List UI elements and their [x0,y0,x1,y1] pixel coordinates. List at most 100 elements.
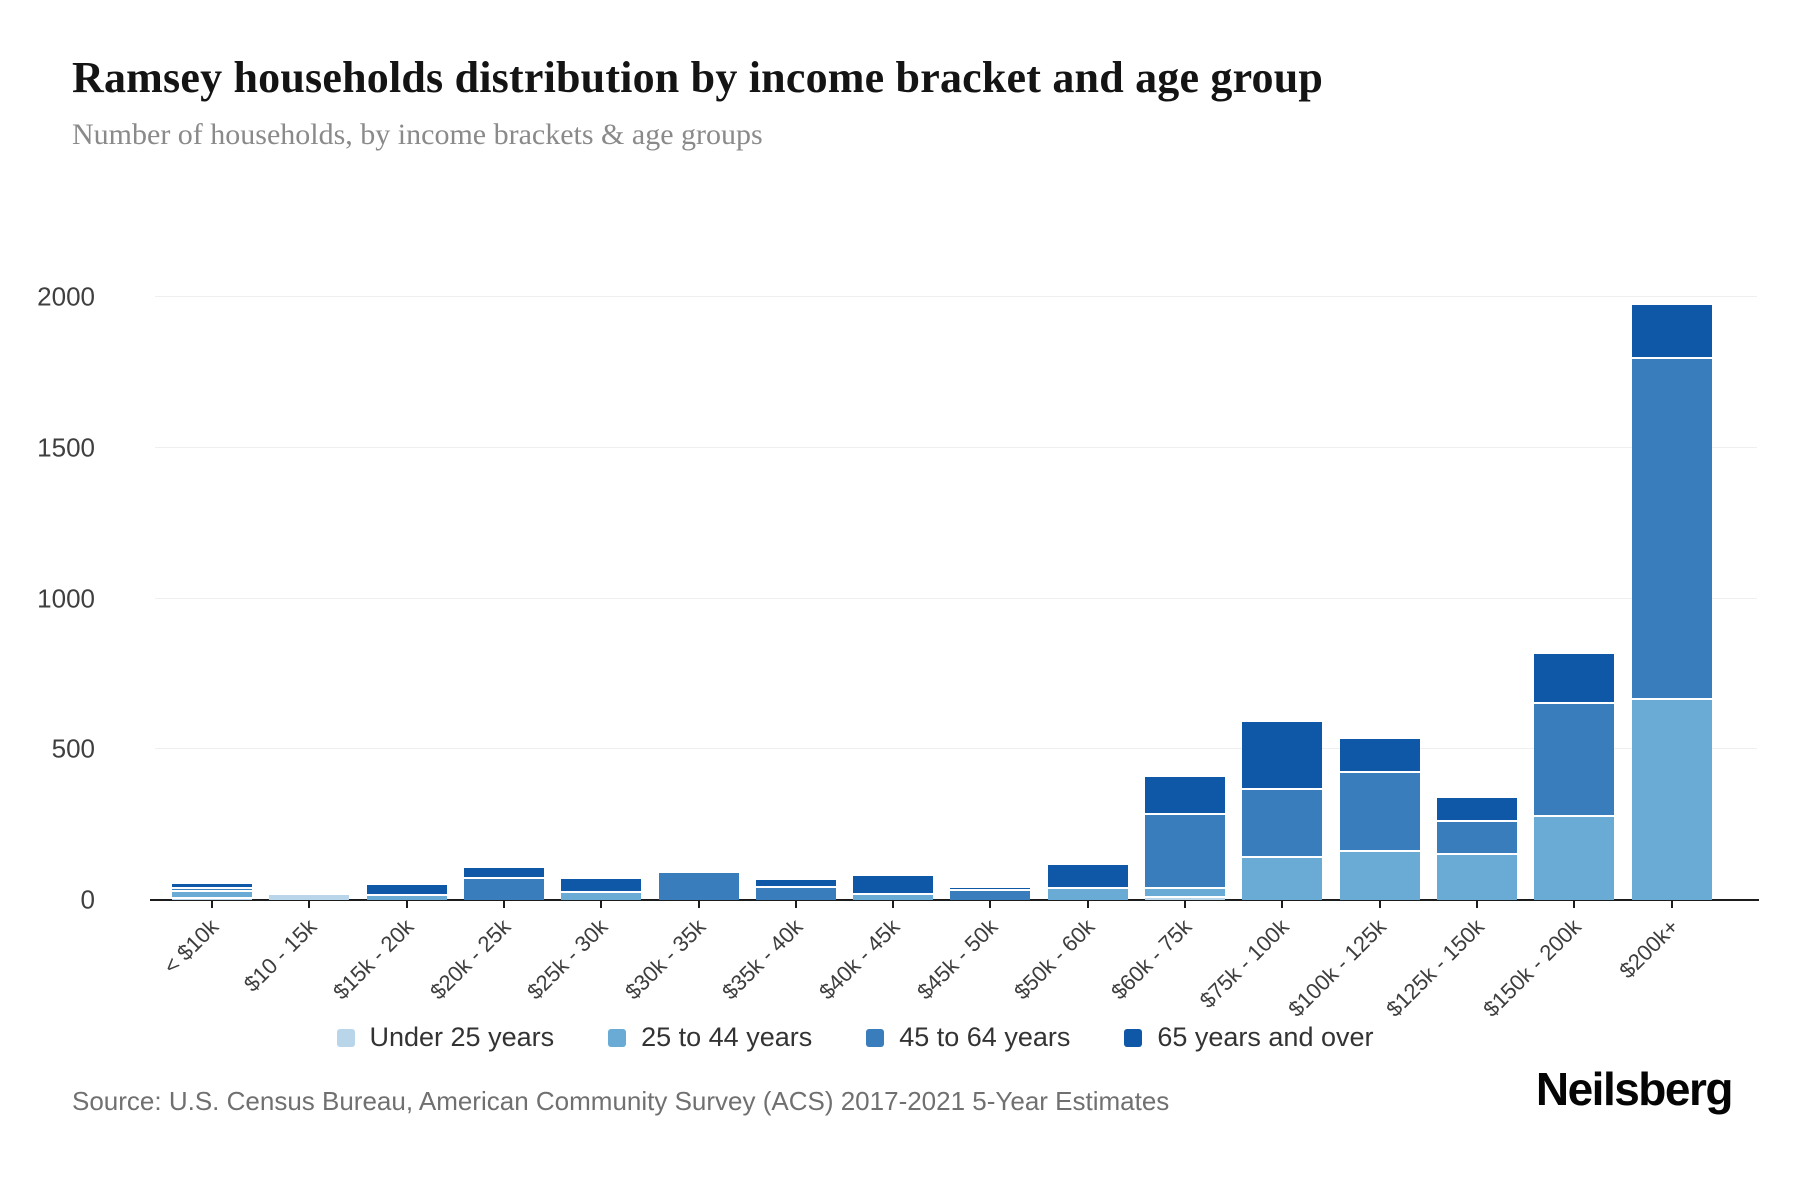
x-tick-label-text: $20k - 25k [425,914,516,1005]
bar-segment[interactable] [950,887,1031,891]
x-tick-mark [1281,900,1284,908]
x-tick-label-text: $125k - 150k [1380,914,1489,1022]
bar-segment[interactable] [366,896,447,900]
bar-segment[interactable] [755,880,836,888]
x-tick-label-text: $100k - 125k [1283,914,1392,1022]
bar-segment[interactable] [1242,722,1323,790]
bar-segment[interactable] [1339,851,1420,900]
x-tick-mark [1670,900,1673,908]
x-tick-label-text: $60k - 75k [1106,914,1197,1005]
x-tick-mark [1184,900,1186,908]
legend-item[interactable]: Under 25 years [336,1022,555,1053]
bar-segment[interactable] [1242,857,1323,900]
chart-title: Ramsey households distribution by income… [72,53,1324,102]
chart-subtitle: Number of households, by income brackets… [72,118,763,151]
bar-segment[interactable] [1145,897,1225,900]
bar-segment[interactable] [463,878,544,900]
x-tick-mark [697,900,700,908]
gridline-500 [155,748,1757,750]
bar-segment[interactable] [1436,797,1517,822]
x-tick-mark [794,900,797,908]
legend: Under 25 years 25 to 44 years 45 to 64 yea… [155,1022,1555,1053]
x-tick-mark [600,900,603,908]
bar-segment[interactable] [1047,865,1128,889]
bar-group-11 [1145,777,1225,900]
x-tick-mark [1378,900,1381,908]
bar-group-15 [1534,654,1615,900]
bar-segment[interactable] [463,868,544,879]
x-tick-mark [1475,900,1478,908]
y-tick-label-1500: 1500 [37,432,95,463]
x-tick-mark [502,900,505,908]
x-tick-mark [405,900,408,908]
x-tick-mark [308,900,311,908]
x-tick-label-text: $200k+ [1614,914,1684,984]
x-tick-label-text: $45k - 50k [911,914,1003,1005]
legend-swatch-icon [1124,1028,1143,1047]
legend-item[interactable]: 45 to 64 years [866,1022,1070,1053]
bar-segment[interactable] [1436,854,1517,900]
bar-group-3 [366,884,447,900]
bar-group-9 [950,887,1031,900]
bar-segment[interactable] [1145,888,1225,898]
x-tick-label-text: $75k - 100k [1195,914,1294,1013]
bar-segment[interactable] [755,887,836,900]
legend-label: 65 years and over [1157,1022,1374,1052]
bar-group-16 [1631,304,1712,900]
x-tick-mark [1086,900,1089,908]
x-tick-label-text: $35k - 40k [717,914,808,1005]
x-tick-mark [211,900,213,908]
bar-segment[interactable] [1145,814,1225,889]
legend-item[interactable]: 65 years and over [1124,1022,1374,1053]
legend-item[interactable]: 25 to 44 years [608,1022,812,1053]
plot-area: 0 500 1000 1500 2000 < $10k $10 - 15k $15k - 20… [37,255,1759,1022]
bar-group-6 [658,872,739,900]
x-tick-label-text: $40k - 45k [814,914,905,1005]
x-tick-label-text: $30k - 35k [619,914,711,1005]
bar-segment[interactable] [269,895,350,900]
x-tick-label-text: < $10k [158,914,224,979]
x-tick-label-text: $10 - 15k [238,914,321,997]
x-axis-line [150,899,1759,901]
x-tick-label-text: $25k - 30k [522,914,613,1005]
x-tick-label-text: $15k - 20k [327,914,419,1005]
neilsberg-logo: Neilsberg [1535,1063,1734,1115]
x-tick-mark [892,900,895,908]
bar-segment[interactable] [853,875,934,896]
bar-segment[interactable] [1534,704,1615,818]
bar-segment[interactable] [561,879,642,893]
bar-segment[interactable] [1047,888,1128,900]
bar-segment[interactable] [172,884,252,889]
bar-segment[interactable] [1534,654,1615,705]
bar-group-8 [853,875,934,900]
legend-label: 25 to 44 years [641,1022,813,1052]
bar-group-7 [755,880,836,900]
bar-segment[interactable] [853,895,934,900]
y-tick-label-2000: 2000 [37,281,95,312]
legend-label: Under 25 years [369,1022,555,1052]
source-note: Source: U.S. Census Bureau, American Com… [72,1086,1170,1116]
bar-segment[interactable] [366,884,447,897]
bar-segment[interactable] [658,872,739,900]
bar-segment[interactable] [1631,304,1712,359]
bar-group-2 [269,895,350,900]
bar-segment[interactable] [1631,358,1712,700]
y-tick-label-500: 500 [51,733,95,764]
bar-segment[interactable] [1145,777,1225,815]
bar-group-5 [561,879,642,900]
bar-segment[interactable] [1339,738,1420,774]
bar-segment[interactable] [172,888,252,893]
bar-segment[interactable] [1631,699,1712,900]
bar-segment[interactable] [172,898,252,900]
legend-swatch-icon [608,1028,627,1047]
bar-segment[interactable] [950,890,1031,900]
bar-segment[interactable] [561,892,642,900]
bar-segment[interactable] [1242,789,1323,858]
bar-segment[interactable] [172,892,252,899]
bar-group-10 [1047,865,1128,900]
bar-segment[interactable] [1534,817,1615,900]
legend-swatch-icon [866,1028,885,1047]
bar-segment[interactable] [1339,773,1420,852]
bar-segment[interactable] [1436,821,1517,855]
